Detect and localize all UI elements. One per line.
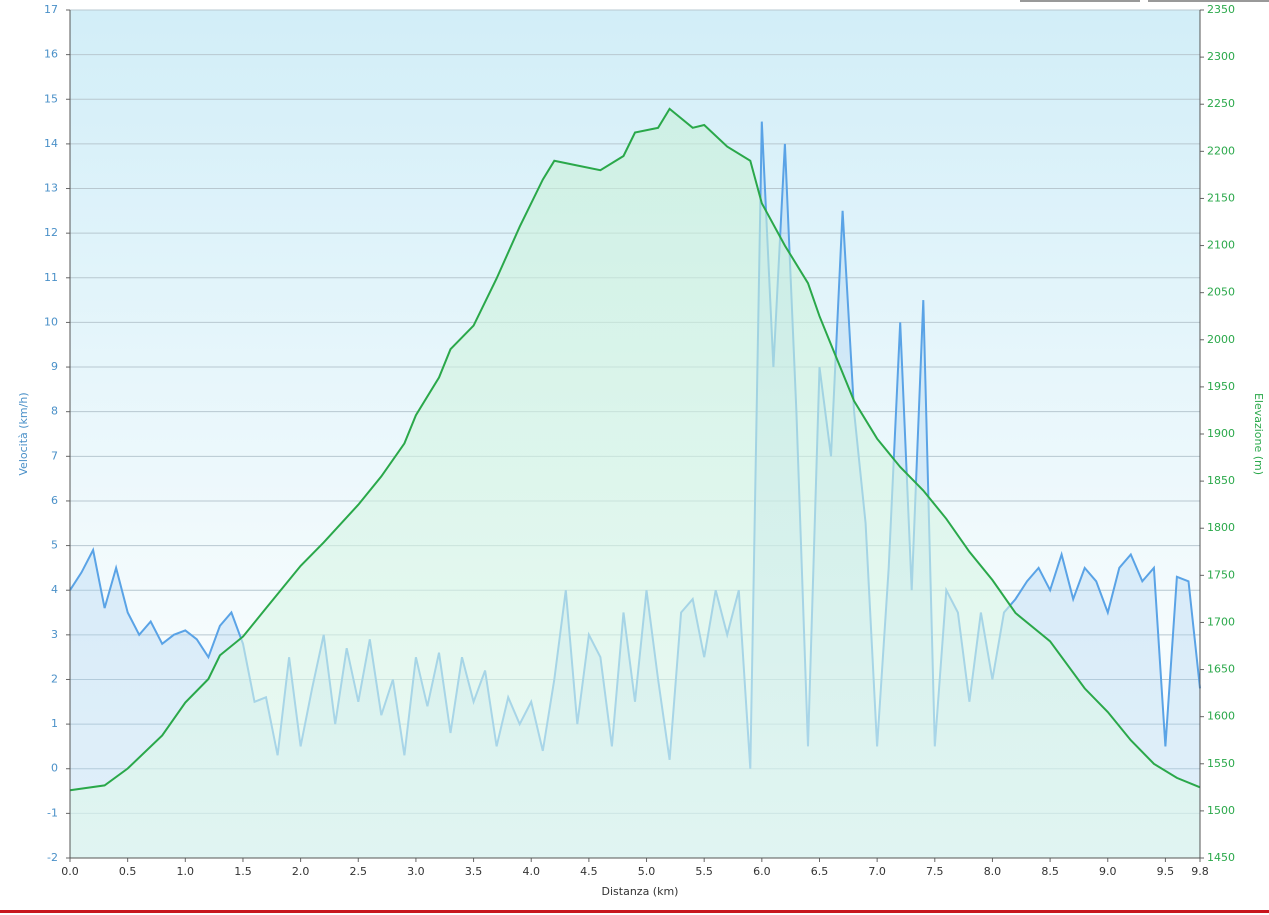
x-tick-label: 8.0 <box>984 865 1002 878</box>
x-tick-label: 6.0 <box>753 865 771 878</box>
y-tick-label: 1 <box>51 717 58 730</box>
y-tick-label: 8 <box>51 405 58 418</box>
y-tick-label: 15 <box>44 92 58 105</box>
series-area <box>70 108 1200 858</box>
x-tick-label: 3.5 <box>465 865 483 878</box>
x-tick-label: 2.5 <box>350 865 368 878</box>
x-tick-label: 4.5 <box>580 865 598 878</box>
x-tick-label: 5.0 <box>638 865 656 878</box>
x-tick-label: 9.5 <box>1157 865 1175 878</box>
series-line <box>69 107 1201 792</box>
x-tick-label: 7.0 <box>868 865 886 878</box>
y-tick-label: 9 <box>51 360 58 373</box>
y-tick-label: 14 <box>44 137 58 150</box>
x-tick-label: 5.5 <box>695 865 713 878</box>
y2-tick-label: 2150 <box>1207 191 1235 204</box>
x-tick-label: 4.0 <box>522 865 540 878</box>
footer-line <box>0 910 1269 913</box>
y-tick-label: 7 <box>51 449 58 462</box>
y2-tick-label: 1900 <box>1207 427 1235 440</box>
y2-axis-label: Elevazione (m) <box>1252 393 1265 475</box>
y-tick-label: 3 <box>51 628 58 641</box>
x-tick-label: 3.0 <box>407 865 425 878</box>
y-tick-label: -2 <box>47 851 58 864</box>
y2-tick-label: 1800 <box>1207 521 1235 534</box>
y-tick-label: 0 <box>51 762 58 775</box>
y2-tick-label: 1500 <box>1207 804 1235 817</box>
y2-tick-label: 1950 <box>1207 380 1235 393</box>
x-tick-label: 1.5 <box>234 865 252 878</box>
y-tick-label: 4 <box>51 583 58 596</box>
y2-tick-label: 1600 <box>1207 710 1235 723</box>
x-axis-label: Distanza (km) <box>602 885 679 898</box>
y2-tick-label: 1650 <box>1207 663 1235 676</box>
x-tick-label: 9.8 <box>1191 865 1209 878</box>
x-tick-label: 9.0 <box>1099 865 1117 878</box>
y2-tick-label: 1700 <box>1207 615 1235 628</box>
x-tick-label: 8.5 <box>1041 865 1059 878</box>
y-tick-label: 17 <box>44 3 58 16</box>
y-axis-label: Velocità (km/h) <box>17 392 30 475</box>
x-tick-label: 2.0 <box>292 865 310 878</box>
y-tick-label: 11 <box>44 271 58 284</box>
y-tick-label: 5 <box>51 539 58 552</box>
tab <box>1148 0 1269 2</box>
y2-tick-label: 1750 <box>1207 568 1235 581</box>
y2-tick-label: 1850 <box>1207 474 1235 487</box>
x-tick-label: 7.5 <box>926 865 944 878</box>
y-tick-label: 6 <box>51 494 58 507</box>
y-tick-label: 2 <box>51 672 58 685</box>
y2-tick-label: 2100 <box>1207 239 1235 252</box>
y2-tick-label: 2350 <box>1207 3 1235 16</box>
x-tick-label: 0.0 <box>61 865 79 878</box>
y2-tick-label: 1450 <box>1207 851 1235 864</box>
y2-tick-label: 2250 <box>1207 97 1235 110</box>
y2-tick-label: 1550 <box>1207 757 1235 770</box>
y-tick-label: 12 <box>44 226 58 239</box>
y-tick-label: 13 <box>44 182 58 195</box>
tab <box>1020 0 1140 2</box>
y-tick-label: 10 <box>44 315 58 328</box>
y2-tick-label: 2050 <box>1207 286 1235 299</box>
y-tick-label: -1 <box>47 806 58 819</box>
x-tick-label: 1.0 <box>177 865 195 878</box>
x-tick-label: 0.5 <box>119 865 137 878</box>
y-tick-label: 16 <box>44 48 58 61</box>
x-tick-label: 6.5 <box>811 865 829 878</box>
y2-tick-label: 2000 <box>1207 333 1235 346</box>
y2-tick-label: 2300 <box>1207 50 1235 63</box>
y2-tick-label: 2200 <box>1207 144 1235 157</box>
